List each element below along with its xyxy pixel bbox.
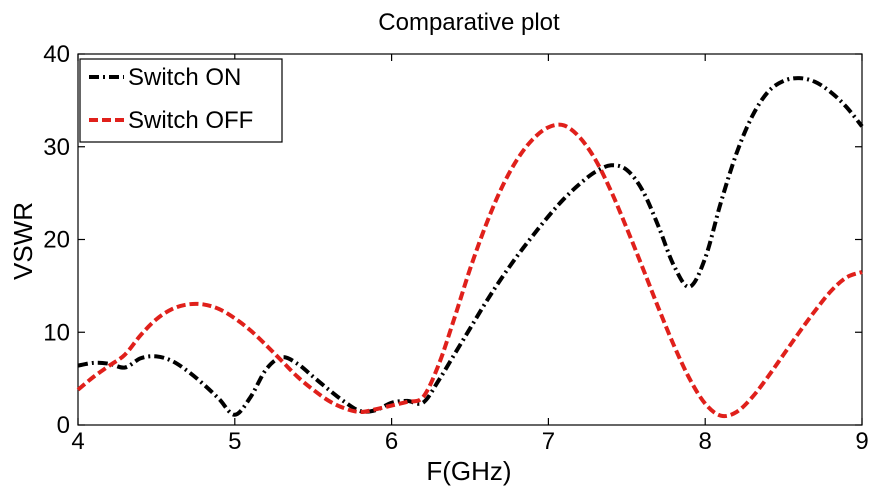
legend-label-switch-on: Switch ON <box>128 64 241 91</box>
x-tick-label: 8 <box>699 428 712 455</box>
x-tick-label: 6 <box>385 428 398 455</box>
y-tick-label: 40 <box>43 41 70 68</box>
series-line-switch-on <box>77 76 864 417</box>
x-tick-label: 7 <box>542 428 555 455</box>
legend-label-switch-off: Switch OFF <box>128 107 253 134</box>
y-tick-label: 20 <box>43 227 70 254</box>
x-tick-label: 9 <box>855 428 868 455</box>
series-line-switch-off <box>76 122 863 419</box>
legend-box <box>79 58 283 143</box>
chart-title: Comparative plot <box>378 9 560 36</box>
y-tick-label: 10 <box>43 319 70 346</box>
legend: Switch ON Switch OFF <box>79 58 283 143</box>
x-axis-label: F(GHz) <box>426 456 511 486</box>
x-tick-label: 5 <box>228 428 241 455</box>
y-tick-label: 0 <box>57 412 70 439</box>
x-tick-label: 4 <box>71 428 84 455</box>
axis-ticks: 4 5 6 7 8 9 0 10 20 30 40 <box>43 41 868 455</box>
y-tick-label: 30 <box>43 134 70 161</box>
y-axis-label: VSWR <box>8 202 38 280</box>
